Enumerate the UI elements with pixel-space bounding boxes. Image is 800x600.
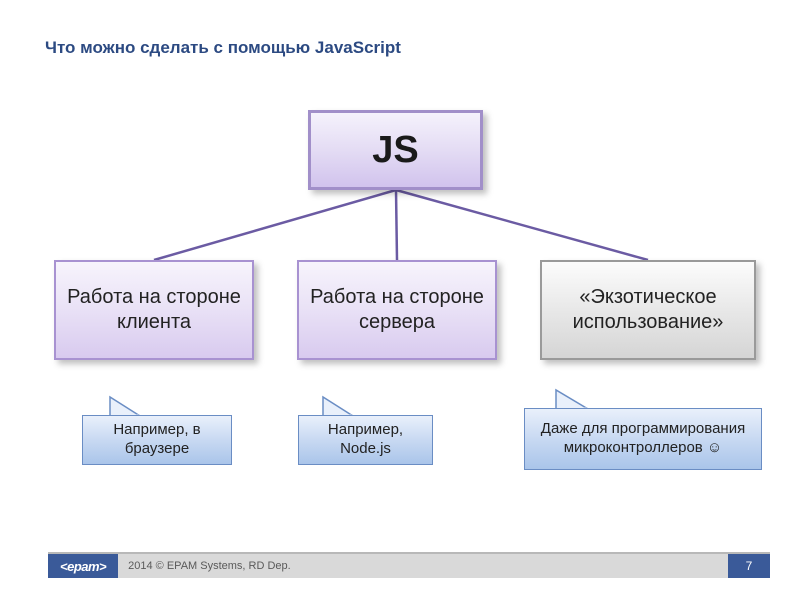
- footer-bar: <epam> 2014 © EPAM Systems, RD Dep. 7: [48, 554, 770, 578]
- root-node-label: JS: [372, 129, 418, 172]
- callout-browser-label: Например, в браузере: [93, 421, 221, 459]
- footer-copyright: 2014 © EPAM Systems, RD Dep.: [118, 554, 728, 578]
- footer-logo: <epam>: [48, 554, 118, 578]
- edge-exotic: [396, 190, 648, 260]
- callout-tail-micro: [556, 390, 588, 409]
- child-node-client-label: Работа на стороне клиента: [62, 285, 246, 335]
- callout-node-label: Например, Node.js: [309, 421, 422, 459]
- edge-server: [396, 190, 397, 260]
- callout-browser: Например, в браузере: [82, 415, 232, 465]
- child-node-server: Работа на стороне сервера: [297, 260, 497, 360]
- callout-node: Например, Node.js: [298, 415, 433, 465]
- footer-page-number: 7: [728, 554, 770, 578]
- child-node-client: Работа на стороне клиента: [54, 260, 254, 360]
- callout-tail-node: [323, 397, 353, 416]
- callout-tail-browser: [110, 397, 140, 416]
- slide-title: Что можно сделать с помощью JavaScript: [45, 38, 401, 58]
- callout-micro-label: Даже для программирования микроконтролле…: [535, 420, 751, 458]
- root-node-js: JS: [308, 110, 483, 190]
- child-node-exotic-label: «Экзотическое использование»: [548, 285, 748, 335]
- child-node-server-label: Работа на стороне сервера: [305, 285, 489, 335]
- callout-micro: Даже для программирования микроконтролле…: [524, 408, 762, 470]
- edge-client: [154, 190, 396, 260]
- child-node-exotic: «Экзотическое использование»: [540, 260, 756, 360]
